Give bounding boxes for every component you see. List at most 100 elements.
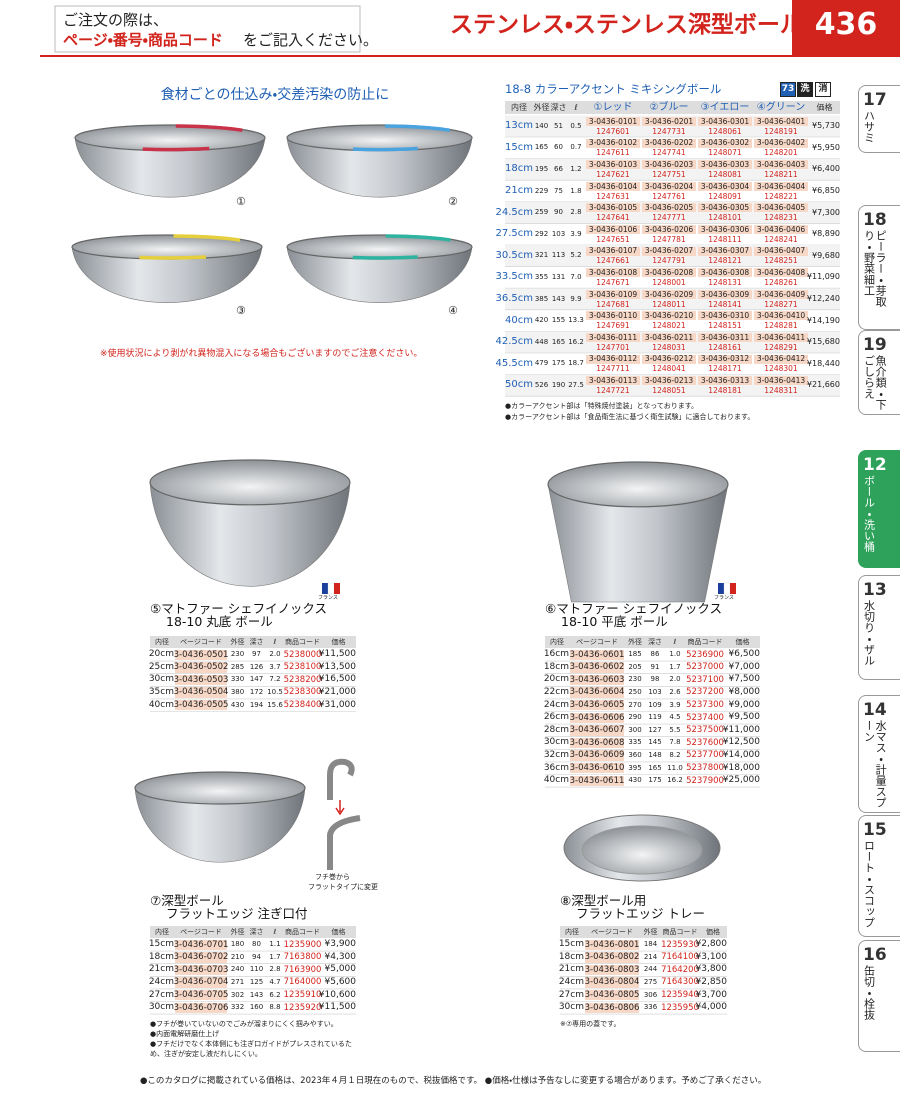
column-header: ページコード [584,926,640,938]
spec: 259 [534,208,549,217]
spec: 91 [650,662,660,671]
page-code: 3-0436-0312 [698,354,752,364]
spec: 230 [628,675,642,684]
item-code: 1235940 [661,989,699,1000]
size: 15cm [558,939,584,950]
item-code: 1247771 [652,213,686,223]
page-code: 3-0436-0706 [173,1002,229,1014]
bowl-inside [149,459,351,506]
price: ¥15,680 [806,337,840,347]
page-code: 3-0436-0304 [698,181,752,191]
spec: 7.2 [269,675,281,684]
price: ¥5,600 [324,977,357,988]
column-header: 深さ [550,101,567,114]
spec: 240 [230,965,245,974]
size: 30cm [148,674,174,685]
bowl-body [71,246,263,303]
section-tab[interactable]: 16 缶切・栓抜 [858,940,900,1052]
spec: 7.0 [570,272,582,281]
spec: 80 [252,940,261,949]
section-tab[interactable]: 15 ロート・スコップ [858,815,900,937]
price: ¥14,000 [722,750,760,761]
item-code: 5238300 [283,687,322,698]
item-code: 1248211 [764,169,798,179]
bowl-inside [134,771,306,805]
section-tab[interactable]: 19 魚介類・下ごしらえ [858,330,900,415]
size: 18cm [558,951,584,962]
column-header: ④グリーン [753,101,809,114]
spec: 335 [628,738,642,747]
size: 20cm [543,674,569,685]
page-code: 3-0436-0202 [642,138,696,148]
product-subtitle: フラットエッジ トレー [576,906,705,921]
item-code: 1248261 [764,277,798,287]
price: ¥18,000 [722,762,760,773]
product-note: ●フチだけでなく本体側にも注ぎ口ガイドがプレスされているため、注ぎが安定し液だれ… [150,1039,352,1058]
spec: 285 [230,662,245,671]
tab-number: 12 [863,455,887,475]
page-code: 3-0436-0111 [586,333,640,342]
column-header: 価格 [809,101,840,114]
color-accent [71,234,263,260]
page-code: 3-0436-0412 [754,354,808,364]
page-code: 3-0436-0602 [569,662,625,673]
page-number: 436 [814,7,878,42]
item-code: 1247651 [596,234,630,244]
item-code: 1247611 [596,148,630,158]
section-tab[interactable]: 14 水マス・計量スプーン [858,695,900,813]
spec: 1.7 [669,662,681,671]
spec: 127 [648,725,662,734]
page-code: 3-0436-0503 [173,674,229,686]
page-code: 3-0436-0605 [569,699,625,711]
spec: 90 [554,208,563,217]
page-code: 3-0436-0105 [586,203,640,213]
bowl-label: ④ [448,304,458,317]
column-header: ℓ [665,636,685,648]
page-code: 3-0436-0205 [642,203,696,213]
item-code: 5237900 [686,775,724,786]
item-code: 1247621 [596,169,630,179]
section-tab[interactable]: 18 ピーラー・芽取り・野菜細工 [858,205,900,330]
page-code: 3-0436-0609 [569,750,625,761]
item-code: 5237500 [686,725,724,736]
column-header: 価格 [321,926,356,938]
item-code: 1248271 [764,299,798,309]
item-code: 1248141 [708,299,742,309]
tab-number: 15 [863,820,887,840]
spec: 110 [249,965,264,974]
page-code: 3-0436-0203 [642,160,696,170]
item-code: 1248131 [708,277,742,287]
spec: 145 [648,738,662,747]
page-code: 3-0436-0104 [586,181,640,191]
page-code: 3-0436-0401 [754,117,808,126]
page-code: 3-0436-0804 [584,977,640,988]
item-code: 1248201 [764,148,798,158]
page-code: 3-0436-0204 [642,181,696,191]
product-title: ⑦深型ボール [150,893,224,908]
item-code: 1247671 [596,277,630,287]
section-tab[interactable]: 12 ボール・洗い桶 [858,450,900,568]
page-code: 3-0436-0109 [586,289,640,299]
page-code: 3-0436-0403 [754,160,808,170]
page-code: 3-0436-0303 [698,160,752,170]
spec: 7.8 [669,738,681,747]
bowl-body [149,482,351,587]
item-code: 1247641 [596,213,630,223]
tab-number: 17 [863,90,887,110]
item-code: 1248111 [708,234,742,244]
size: 27cm [148,989,174,1000]
bowl-inside [547,461,729,508]
column-header: 外径 [228,636,247,648]
page-code: 3-0436-0802 [584,952,640,963]
page-code: 3-0436-0308 [698,268,752,278]
section-tab[interactable]: 13 水切り・ザル [858,575,900,680]
page-code: 3-0436-0604 [569,687,625,698]
item-code: 1248101 [708,213,742,223]
page-code: 3-0436-0110 [586,311,640,321]
section-tab[interactable]: 17 ハサミ [858,85,900,153]
spec: 143 [249,990,264,999]
item-code: 5238000 [283,649,322,660]
size: 36cm [543,762,569,773]
spec: 97 [252,650,261,659]
price: ¥8,890 [812,229,840,239]
